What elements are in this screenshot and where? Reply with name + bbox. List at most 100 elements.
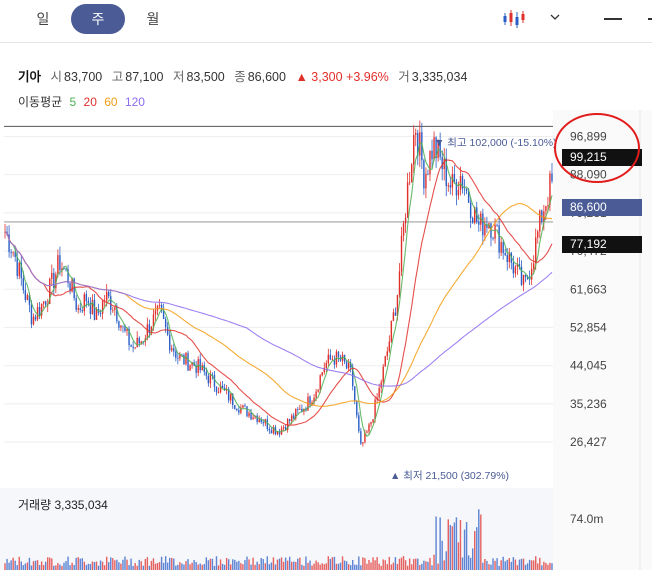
candle-body <box>291 415 293 421</box>
volume-bar <box>67 556 69 570</box>
volume-bar <box>246 556 248 570</box>
volume-bar <box>130 558 132 570</box>
volume-bar <box>374 560 376 570</box>
candle-body <box>433 137 435 160</box>
candle-body <box>95 309 98 320</box>
y-tick-label: 35,236 <box>570 397 607 411</box>
volume-bar <box>437 563 439 570</box>
crosshair-price-tag: 77,192 <box>562 236 642 253</box>
volume-bar <box>303 565 305 570</box>
candle-body <box>223 387 226 391</box>
volume-bar <box>211 558 214 570</box>
candle-body <box>30 304 33 325</box>
volume-bar <box>146 557 149 570</box>
volume-bar <box>492 558 494 570</box>
volume-axis-label: 74.0m <box>570 512 604 526</box>
volume-bar <box>309 560 311 570</box>
volume-bar <box>295 561 297 570</box>
volume-bar <box>349 565 352 570</box>
ma-5[interactable]: 5 <box>69 95 77 109</box>
volume-bar <box>49 557 51 570</box>
volume-bar <box>384 560 386 570</box>
candle-body <box>250 412 252 420</box>
candle-body <box>447 185 449 187</box>
candle-body <box>179 354 181 359</box>
divider <box>0 42 652 43</box>
volume-bar <box>417 558 419 570</box>
candle-body <box>213 374 216 387</box>
volume-bar <box>528 559 531 570</box>
candle-body <box>508 252 510 263</box>
candle-body <box>329 354 332 360</box>
minimize-icon[interactable] <box>604 18 622 20</box>
volume-bar <box>329 558 332 570</box>
volume-bar <box>97 565 100 570</box>
candle-body <box>67 269 69 284</box>
price-chart[interactable]: 96,89988,09079,28170,47261,66352,85444,0… <box>0 110 652 570</box>
candle-body <box>551 173 553 182</box>
volume-bar <box>215 556 218 570</box>
volume-bar <box>61 565 63 570</box>
volume-bar <box>179 562 181 570</box>
candle-body <box>543 211 545 222</box>
tab-day[interactable]: 일 <box>36 11 50 27</box>
candle-body <box>238 410 240 413</box>
candle-body <box>42 301 45 304</box>
volume-bar <box>378 563 380 570</box>
candle-body <box>61 268 63 271</box>
volume-bar <box>480 514 482 570</box>
y-axis-panel <box>553 110 652 570</box>
volume-bar <box>315 560 317 570</box>
candle-body <box>10 252 12 254</box>
volume-bar <box>356 564 358 570</box>
close-value: 86,600 <box>247 70 286 84</box>
volume-bar <box>496 558 498 570</box>
volume-bar <box>307 562 309 570</box>
candle-body <box>51 272 53 279</box>
volume-bar <box>32 561 35 570</box>
volume-bar <box>20 561 22 570</box>
candle-body <box>478 221 480 225</box>
candle-body <box>453 174 456 182</box>
candle-body <box>85 294 88 301</box>
candle-body <box>347 362 350 369</box>
candle-body <box>234 405 236 409</box>
volume-bar <box>154 563 157 570</box>
volume-bar <box>95 561 98 570</box>
candle-body <box>522 274 525 285</box>
candle-body <box>282 427 285 429</box>
candle-body <box>299 408 301 410</box>
candle-body <box>12 252 14 254</box>
volume-bar <box>551 563 553 570</box>
candle-body <box>486 224 488 229</box>
tab-week[interactable]: 주 <box>71 4 125 34</box>
volume-bar <box>345 561 348 570</box>
ma-120[interactable]: 120 <box>124 95 145 109</box>
tab-month[interactable]: 월 <box>146 11 160 27</box>
volume-bar <box>396 563 399 570</box>
candle-body <box>402 223 405 236</box>
volume-bar <box>120 563 122 570</box>
volume-bar <box>461 557 464 570</box>
candle-body <box>490 223 492 238</box>
volume-bar <box>382 559 384 570</box>
volume-bar <box>173 558 175 570</box>
candle-body <box>337 351 340 357</box>
candle-body <box>114 307 116 310</box>
more-icon[interactable] <box>648 18 652 20</box>
volume-bar <box>280 557 283 570</box>
candle-body <box>482 213 484 236</box>
volume-bar <box>311 565 313 570</box>
candle-body <box>26 295 29 300</box>
volume-bar <box>248 559 250 570</box>
candlestick-type-icon[interactable] <box>502 8 526 30</box>
candle-body <box>87 300 90 304</box>
chevron-down-icon[interactable] <box>548 10 562 24</box>
candle-body <box>236 408 238 411</box>
candle-body <box>71 278 73 292</box>
volume-bar <box>73 564 75 570</box>
ma-20[interactable]: 20 <box>83 95 97 109</box>
ma-60[interactable]: 60 <box>104 95 118 109</box>
candle-body <box>465 188 468 192</box>
volume-bar <box>101 561 104 570</box>
